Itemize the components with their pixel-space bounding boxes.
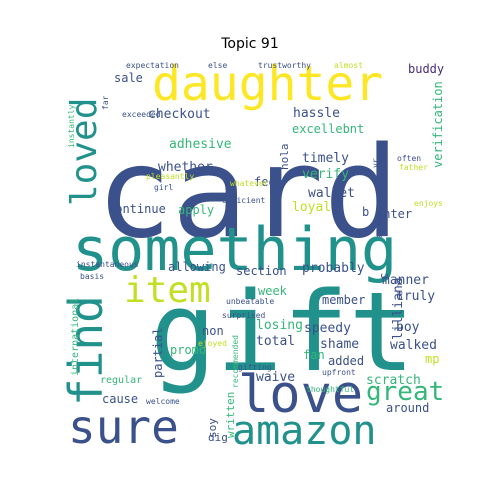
word: something (72, 215, 397, 285)
word: soy (206, 418, 219, 438)
word: walked (390, 338, 437, 353)
word: great (366, 377, 444, 407)
word: promo (170, 343, 206, 357)
word: loved (66, 98, 105, 206)
word: efficient (222, 196, 266, 205)
word: trustworthy (258, 61, 311, 70)
word: else (208, 61, 227, 70)
word: allowing (168, 260, 226, 274)
word: total (256, 334, 295, 349)
word: gift (150, 268, 415, 396)
word: continue (108, 202, 166, 216)
word: almost (334, 61, 363, 70)
word: sale (114, 71, 143, 85)
word: cause (102, 392, 138, 406)
word: sure (68, 400, 179, 448)
word: exceeded (122, 110, 161, 119)
word: daughter (152, 58, 383, 112)
word: regular (100, 375, 142, 386)
word: loyal (292, 200, 331, 215)
word: upfront (322, 368, 356, 377)
word: often (397, 154, 421, 163)
word: love (238, 365, 363, 425)
word: unbeatable (226, 297, 274, 306)
word: b (362, 205, 369, 219)
word: enjoys (414, 199, 443, 208)
word: surprised (222, 311, 266, 320)
word: hs (395, 278, 404, 288)
word: verify (302, 167, 349, 182)
word: c (377, 273, 391, 280)
word: shame (320, 337, 359, 352)
word: lilliana (391, 277, 406, 340)
word: hola (278, 144, 291, 171)
word: adhesive (169, 137, 232, 152)
word: enter (376, 207, 412, 221)
word: basis (80, 272, 104, 281)
word: losing (256, 318, 303, 333)
word: excellebnt (292, 122, 364, 136)
word: find (66, 295, 113, 406)
word: yr (371, 158, 380, 168)
word: member (322, 293, 365, 307)
word: card (96, 119, 399, 266)
word: father (399, 163, 428, 172)
word: boy (396, 320, 420, 335)
word: waive (256, 370, 295, 385)
word: asked (375, 214, 384, 238)
word: instantaneous (76, 260, 139, 269)
word: fan (303, 348, 325, 362)
word: manner (382, 273, 429, 288)
word: checkout (148, 107, 211, 122)
word: apply (178, 203, 214, 217)
chart-title: Topic 91 (221, 36, 279, 52)
word: partial (151, 327, 165, 378)
word: section (236, 264, 287, 278)
word: week (258, 284, 288, 298)
word: thoughtful (306, 385, 354, 394)
word: scratch (366, 373, 421, 388)
word: gifting (238, 363, 272, 372)
word: welcome (146, 397, 180, 406)
word: far (101, 95, 110, 110)
word: instantly (67, 104, 76, 148)
word: fee (254, 175, 276, 189)
word: pleasantly (146, 172, 194, 181)
word: recommended (231, 335, 240, 388)
word-cloud: card gift something daughter love amazon… (66, 58, 445, 448)
word: amazon (232, 408, 377, 448)
word: wallet (308, 186, 355, 201)
word: ejoyed (198, 339, 227, 348)
word: verification (431, 81, 445, 168)
word: probably (302, 261, 365, 276)
word: whatever (230, 179, 269, 188)
word: truly (396, 289, 435, 304)
word: buddy (408, 62, 444, 76)
word: speedy (304, 321, 351, 336)
word: hassle (293, 106, 340, 121)
word: girl (154, 183, 173, 192)
word: international (70, 298, 81, 376)
word: whether (158, 160, 213, 175)
word: timely (302, 151, 349, 166)
word: item (124, 270, 211, 311)
word: around (386, 401, 429, 415)
word: mp (425, 352, 439, 366)
word: added (328, 354, 364, 368)
word: expectation (126, 61, 179, 70)
word: dig (208, 431, 228, 444)
word: non (202, 324, 224, 338)
word: written (224, 392, 237, 438)
